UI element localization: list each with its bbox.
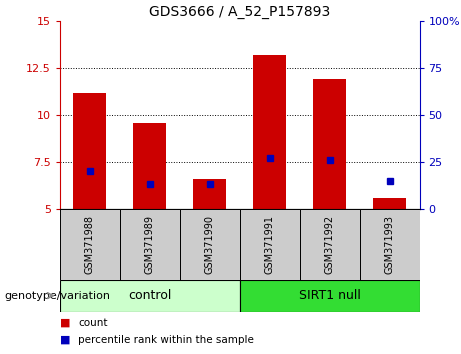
Text: GSM371993: GSM371993 bbox=[384, 215, 395, 274]
Text: SIRT1 null: SIRT1 null bbox=[299, 289, 361, 302]
Text: ■: ■ bbox=[60, 318, 71, 328]
Bar bbox=[60, 209, 120, 280]
Bar bbox=[180, 209, 240, 280]
Text: count: count bbox=[78, 318, 108, 328]
Title: GDS3666 / A_52_P157893: GDS3666 / A_52_P157893 bbox=[149, 5, 331, 19]
Bar bbox=[240, 209, 300, 280]
Text: GSM371988: GSM371988 bbox=[85, 215, 95, 274]
Text: percentile rank within the sample: percentile rank within the sample bbox=[78, 335, 254, 345]
Bar bbox=[120, 209, 180, 280]
Bar bbox=[373, 198, 406, 209]
Bar bbox=[300, 209, 360, 280]
Bar bbox=[73, 92, 106, 209]
Bar bbox=[193, 179, 226, 209]
Text: GSM371991: GSM371991 bbox=[265, 215, 275, 274]
Bar bbox=[240, 280, 420, 312]
Text: ■: ■ bbox=[60, 335, 71, 345]
Text: GSM371989: GSM371989 bbox=[145, 215, 155, 274]
Text: genotype/variation: genotype/variation bbox=[5, 291, 111, 301]
Bar bbox=[360, 209, 420, 280]
Text: GSM371990: GSM371990 bbox=[205, 215, 215, 274]
Bar bbox=[133, 122, 166, 209]
Text: GSM371992: GSM371992 bbox=[325, 215, 335, 274]
Bar bbox=[60, 280, 240, 312]
Bar bbox=[313, 79, 346, 209]
Text: control: control bbox=[128, 289, 171, 302]
Bar bbox=[253, 55, 286, 209]
